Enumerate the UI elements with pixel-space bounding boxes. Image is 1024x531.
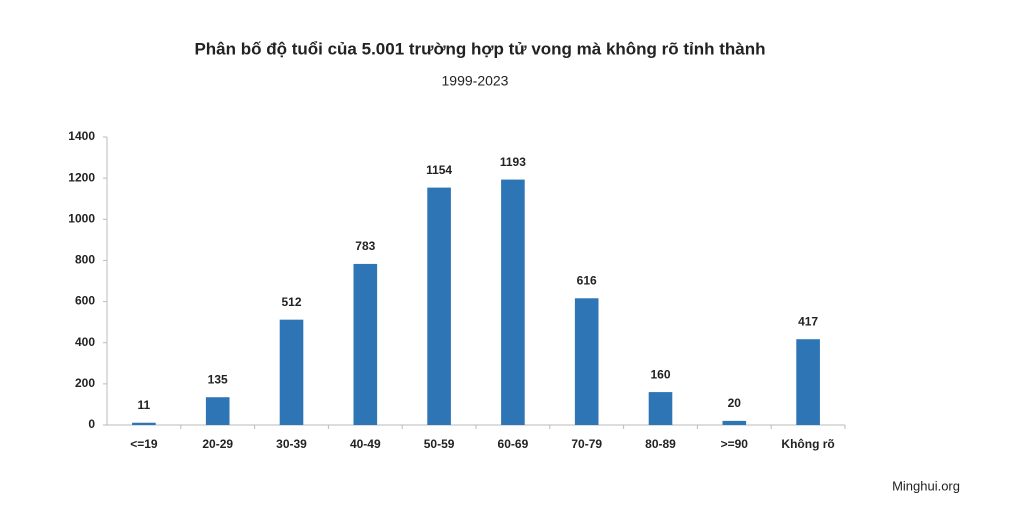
data-label: 135 [208, 372, 228, 386]
data-label: 1154 [426, 163, 452, 177]
bar [427, 187, 451, 425]
x-tick-label: 20-29 [202, 437, 233, 451]
chart-subtitle: 1999-2023 [442, 73, 509, 89]
data-label: 11 [138, 398, 151, 412]
y-tick-label: 600 [75, 294, 95, 308]
data-label: 616 [577, 273, 597, 287]
bar [205, 397, 230, 425]
x-tick-label: 80-89 [645, 437, 676, 451]
chart-title: Phân bố độ tuổi của 5.001 trường hợp tử … [194, 39, 765, 58]
y-tick-label: 1000 [68, 211, 95, 225]
bar [796, 339, 820, 425]
x-tick-label: <=19 [130, 437, 158, 451]
y-tick-label: 1200 [68, 170, 95, 184]
y-tick-label: 400 [75, 335, 95, 349]
x-tick-label: >=90 [721, 437, 749, 451]
bar [353, 263, 378, 425]
data-label: 1193 [500, 155, 526, 169]
bar [574, 298, 599, 425]
x-tick-label: 50-59 [424, 437, 455, 451]
data-label: 783 [355, 239, 375, 253]
data-label: 417 [798, 314, 818, 328]
data-label: 512 [281, 295, 301, 309]
x-tick-label: 70-79 [571, 437, 602, 451]
bar [501, 179, 525, 425]
y-tick-label: 1400 [68, 129, 95, 143]
y-tick-label: 800 [75, 253, 95, 267]
x-tick-label: Không rõ [781, 437, 834, 451]
x-tick-label: 40-49 [350, 437, 381, 451]
data-label: 160 [650, 367, 670, 381]
source: Minghui.org [892, 478, 960, 493]
bar [279, 319, 304, 425]
x-tick-label: 30-39 [276, 437, 307, 451]
y-tick-label: 0 [88, 417, 95, 431]
y-tick-label: 200 [75, 376, 95, 390]
data-label: 20 [728, 396, 742, 410]
bar [722, 420, 747, 425]
bar [648, 392, 673, 425]
x-tick-label: 60-69 [498, 437, 529, 451]
bar [132, 422, 156, 425]
